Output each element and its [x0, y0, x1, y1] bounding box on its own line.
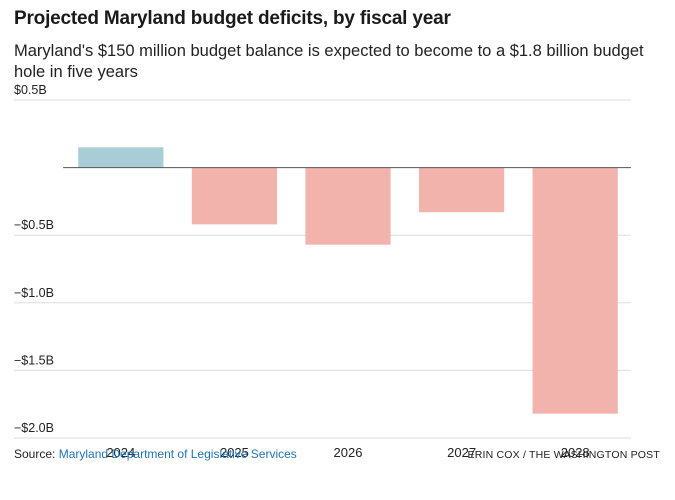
x-tick-label: 2025	[220, 445, 249, 460]
credit-line: ERIN COX / THE WASHINGTON POST	[467, 449, 660, 461]
bar-2026	[305, 167, 391, 245]
y-tick-label: −$2.0B	[14, 421, 54, 435]
x-tick-label: 2026	[334, 445, 363, 460]
x-tick-label: 2027	[447, 445, 476, 460]
x-tick-label: 2024	[106, 445, 135, 460]
x-axis-ticks: 2024 2025 2026 2027 2028	[106, 445, 589, 460]
bar-2025	[191, 167, 277, 225]
y-axis-ticks: $0.5B −$0.5B −$1.0B −$1.5B −$2.0B	[14, 83, 54, 435]
y-tick-label: $0.5B	[14, 83, 47, 97]
source-link[interactable]: Maryland Department of Legislative Servi…	[58, 447, 297, 461]
y-tick-label: −$0.5B	[14, 218, 54, 232]
chart-subtitle: Maryland's $150 million budget balance i…	[14, 42, 644, 81]
x-tick-label: 2028	[561, 445, 590, 460]
y-tick-label: −$1.0B	[14, 286, 54, 300]
y-tick-label: −$1.5B	[14, 353, 54, 367]
bar-2028	[532, 167, 618, 414]
bar-2027	[419, 167, 505, 213]
chart-footer: Source: Maryland Department of Legislati…	[14, 447, 660, 461]
bars	[78, 147, 618, 414]
bar-2024	[78, 147, 164, 168]
chart-title: Projected Maryland budget deficits, by f…	[14, 8, 451, 29]
source-label: Source:	[14, 447, 59, 461]
